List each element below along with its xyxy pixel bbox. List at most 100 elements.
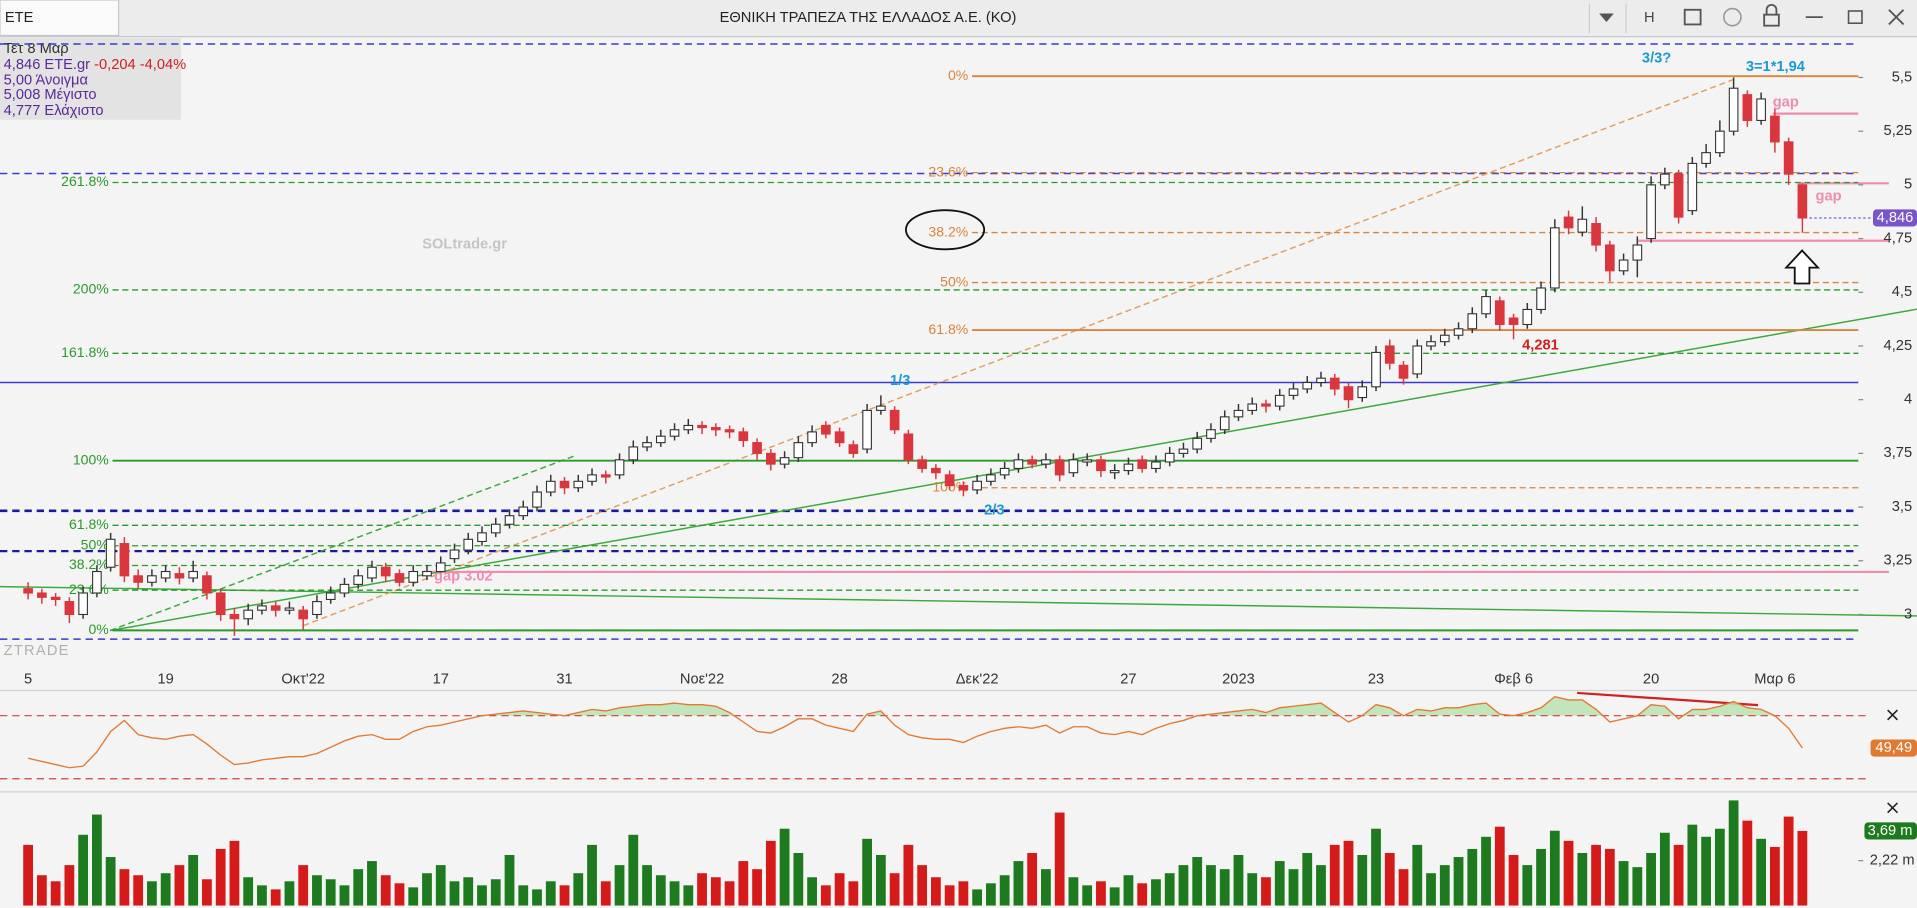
fib-label: 61.8% xyxy=(69,516,109,532)
volume-bar xyxy=(36,875,47,906)
candle-body xyxy=(1742,94,1753,121)
volume-bar xyxy=(1756,838,1767,906)
candle-body xyxy=(821,424,831,435)
volume-bar xyxy=(422,873,432,906)
fib-label: 23.6% xyxy=(928,163,968,179)
lock-icon[interactable] xyxy=(1763,13,1780,27)
layout-icon[interactable] xyxy=(1683,8,1702,26)
volume-bar xyxy=(1274,861,1285,906)
volume-bar xyxy=(1563,840,1574,906)
volume-bar xyxy=(600,881,611,906)
fib-label: 200% xyxy=(73,281,109,297)
volume-bar xyxy=(1714,828,1725,906)
candle-body xyxy=(1756,98,1766,121)
candle-body xyxy=(532,491,542,508)
candle-body xyxy=(119,543,130,577)
y-tick-label: 5,25 xyxy=(1884,123,1913,139)
volume-bar xyxy=(1164,873,1175,906)
volume-bar xyxy=(917,865,928,906)
candle-body xyxy=(1343,386,1354,401)
legend-change: -0,204 -4,04% xyxy=(94,57,186,73)
candle-body xyxy=(490,523,501,534)
candle-body xyxy=(1604,244,1615,272)
candle-body xyxy=(394,573,405,583)
candle-body xyxy=(243,609,254,620)
x-tick-label: Φεβ 6 xyxy=(1494,671,1533,687)
volume-bar xyxy=(1467,848,1478,906)
candle-body xyxy=(1398,364,1409,379)
y-tick-label: 3 xyxy=(1904,606,1912,622)
sync-icon[interactable] xyxy=(1723,7,1742,27)
volume-bar xyxy=(490,879,501,906)
candle-body xyxy=(353,575,364,585)
close-panel-icon[interactable] xyxy=(1887,709,1899,721)
candle-body xyxy=(1371,351,1381,388)
symbol-box[interactable] xyxy=(0,0,120,37)
x-tick-label: Μαρ 6 xyxy=(1754,671,1795,687)
volume-bar xyxy=(587,844,597,906)
volume-bar xyxy=(1027,852,1038,906)
volume-bar xyxy=(1742,820,1753,906)
volume-bar xyxy=(889,873,900,906)
volume-bar xyxy=(999,875,1010,906)
volume-bar xyxy=(1769,846,1780,906)
volume-bar xyxy=(1096,881,1106,906)
candle-body xyxy=(64,601,75,616)
y-tick-label: 4,25 xyxy=(1884,338,1913,354)
volume-bar xyxy=(655,875,666,906)
fib-label: 38.2% xyxy=(928,223,968,239)
volume-bar xyxy=(1384,852,1395,906)
volume-bar xyxy=(105,857,116,906)
close-panel-icon[interactable] xyxy=(1887,802,1899,814)
x-tick-label: Δεκ'22 xyxy=(956,671,999,687)
candle-body xyxy=(1274,394,1285,407)
close-icon[interactable] xyxy=(1888,9,1905,26)
candle-body xyxy=(1508,317,1519,326)
volume-bar xyxy=(697,873,707,906)
volume-bar xyxy=(312,875,322,906)
volume-bar xyxy=(779,828,790,906)
watermark: SOLtrade.gr xyxy=(422,236,507,252)
volume-bar xyxy=(1219,869,1230,906)
h-button[interactable]: H xyxy=(1644,10,1655,26)
x-tick-label: Οκτ'22 xyxy=(281,671,325,687)
dropdown-icon[interactable] xyxy=(1599,13,1614,22)
candle-body xyxy=(422,570,432,577)
volume-bar xyxy=(710,877,721,906)
candle-body xyxy=(504,515,515,525)
volume-bar xyxy=(23,844,34,906)
candle-body xyxy=(697,424,707,429)
candle-body xyxy=(1013,459,1024,469)
volume-bar xyxy=(1082,885,1093,906)
volume-bar xyxy=(119,869,130,906)
last-price-badge xyxy=(1872,209,1917,227)
volume-bar xyxy=(1206,865,1216,906)
candle-body xyxy=(1673,173,1684,218)
candle-body xyxy=(1316,377,1326,384)
x-tick-label: 19 xyxy=(158,671,174,687)
volume-bar xyxy=(1591,844,1601,906)
volume-bar xyxy=(1398,869,1409,906)
volume-bar xyxy=(1302,852,1313,906)
symbol[interactable]: ETE xyxy=(5,10,34,26)
restore-icon[interactable] xyxy=(1847,10,1863,25)
candle-body xyxy=(92,570,102,594)
candle-body xyxy=(986,474,996,482)
candle-body xyxy=(1591,222,1601,246)
x-tick-label: 20 xyxy=(1643,671,1659,687)
volume-bar xyxy=(642,865,652,906)
y-tick-label: 4,75 xyxy=(1884,230,1913,246)
candle-body xyxy=(1770,115,1780,143)
candle-body xyxy=(1549,227,1560,289)
trend-line xyxy=(302,78,1734,627)
volume-bar xyxy=(1577,852,1588,906)
volume-bar xyxy=(367,861,377,906)
fib-label: 0% xyxy=(948,67,968,83)
candle-body xyxy=(1797,184,1808,219)
candle-body xyxy=(1715,130,1725,154)
candle-body xyxy=(1219,416,1230,431)
candle-body xyxy=(1164,452,1175,463)
volume-bar xyxy=(903,844,914,906)
candle-body xyxy=(1563,216,1574,229)
candle-body xyxy=(1467,313,1478,330)
